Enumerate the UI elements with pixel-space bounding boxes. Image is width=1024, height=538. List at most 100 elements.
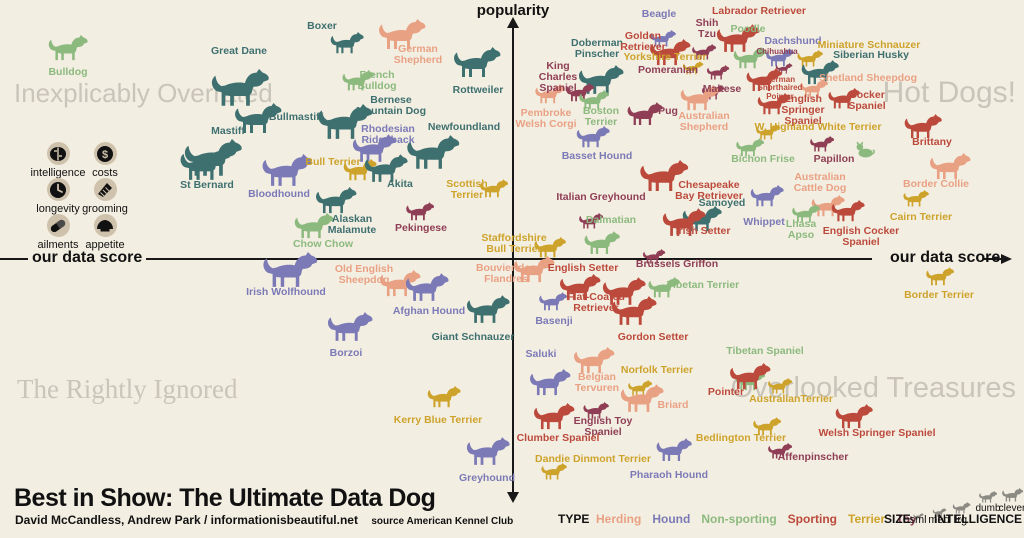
breed-label-doberman-pinscher: Doberman Pinscher bbox=[571, 37, 623, 61]
breed-label-yorkshire-terrier: Yorkshire Terrier bbox=[623, 51, 707, 63]
breed-label-lhasa-apso: Lhasa Apso bbox=[785, 218, 817, 242]
breed-label-borzoi: Borzoi bbox=[329, 347, 363, 359]
dog-silhouette-chesapeake-bay-retriever bbox=[638, 160, 690, 197]
dog-silhouette-dachshund bbox=[765, 47, 795, 72]
size-label-sml: sml bbox=[909, 514, 927, 526]
dog-silhouette-bullmastiff bbox=[233, 102, 283, 139]
dog-silhouette-scottish-terrier bbox=[479, 178, 509, 203]
breed-label-rhodesian-ridgeback: Rhodesian Ridgeback bbox=[361, 123, 415, 147]
dog-silhouette-tibetan-terrier bbox=[647, 276, 681, 303]
breed-label-tibetan-terrier: Tibetan Terrier bbox=[666, 279, 740, 291]
dog-silhouette-samoyed bbox=[681, 206, 723, 237]
breed-label-french-bulldog: French Bulldog bbox=[357, 69, 397, 93]
y-axis-label: popularity bbox=[476, 2, 550, 19]
dog-silhouette-boston-terrier bbox=[578, 90, 610, 115]
dog-silhouette-cocker-spaniel bbox=[827, 87, 861, 114]
dog-silhouette-basset-hound bbox=[575, 126, 611, 153]
dog-silhouette-bulldog bbox=[47, 35, 89, 66]
type-legend-item-hound: Hound bbox=[652, 512, 691, 526]
breed-label-boston-terrier: Boston Terrier bbox=[582, 105, 620, 129]
size-dog-icon-med bbox=[932, 504, 947, 522]
x-axis-line-right-stub bbox=[984, 258, 1002, 260]
breed-label-siberian-husky: Siberian Husky bbox=[833, 49, 909, 61]
dog-silhouette-doberman-pinscher bbox=[577, 65, 625, 100]
dog-silhouette-pekingese bbox=[405, 201, 435, 226]
breed-label-cocker-spaniel: Cocker Spaniel bbox=[848, 89, 886, 113]
breed-label-scottish-terrier: Scottish Terrier bbox=[446, 178, 488, 202]
dog-silhouette-shih-tzu bbox=[691, 44, 717, 65]
dog-silhouette-papillon bbox=[809, 136, 835, 157]
score-factor-label: longevity bbox=[36, 203, 80, 215]
size-legend-title: SIZE bbox=[884, 512, 911, 526]
breed-label-rottweiler: Rottweiler bbox=[452, 84, 504, 96]
dog-silhouette-dandie-dinmont-terrier bbox=[540, 462, 568, 485]
score-factor-label: costs bbox=[92, 167, 118, 179]
breed-label-pharaoh-hound: Pharaoh Hound bbox=[629, 469, 709, 481]
breed-label-pomeranian: Pomeranian bbox=[637, 64, 699, 76]
type-legend-title: TYPE bbox=[558, 512, 590, 526]
dog-silhouette-norfolk-terrier bbox=[627, 380, 653, 401]
breed-label-saluki: Saluki bbox=[525, 348, 557, 360]
breed-label-italian-greyhound: Italian Greyhound bbox=[556, 191, 646, 203]
breed-label-beagle: Beagle bbox=[641, 8, 677, 20]
dog-silhouette-brittany bbox=[903, 113, 943, 144]
dog-silhouette-border-collie bbox=[928, 152, 972, 185]
breed-label-australian-shepherd: Australian Shepherd bbox=[678, 110, 730, 134]
breed-label-chesapeake-bay-retriever: Chesapeake Bay Retriever bbox=[675, 179, 743, 203]
dog-silhouette-saluki bbox=[528, 368, 572, 401]
dog-silhouette-bouvier-des-flandres bbox=[512, 255, 556, 288]
brain-icon bbox=[46, 142, 70, 165]
score-factor-label: ailments bbox=[37, 239, 79, 251]
dog-silhouette-newfoundland bbox=[405, 134, 461, 175]
dog-silhouette-old-english-sheepdog bbox=[378, 269, 422, 302]
breed-label-great-dane: Great Dane bbox=[210, 45, 268, 57]
breed-label-golden-retriever: Golden Retriever bbox=[620, 30, 666, 54]
dog-silhouette-irish-wolfhound bbox=[261, 252, 319, 293]
breed-label-cairn-terrier: Cairn Terrier bbox=[889, 211, 953, 223]
breed-label-poodle: Poodle bbox=[730, 23, 766, 35]
breed-label-basenji: Basenji bbox=[535, 315, 573, 327]
svg-text:$: $ bbox=[102, 149, 108, 161]
breed-label-australianterrier: AustralianTerrier bbox=[749, 393, 833, 405]
score-factor-costs: $ costs bbox=[75, 142, 135, 179]
dog-silhouette-chow-chow bbox=[293, 213, 335, 244]
bowl-icon bbox=[93, 214, 117, 237]
dog-silhouette-whippet bbox=[749, 185, 785, 212]
breed-label-gordon-setter: Gordon Setter bbox=[617, 331, 689, 343]
breed-label-bullmastiff: Bullmastiff bbox=[268, 111, 324, 123]
breed-label-flat-coated-retriever: Flat-Coated Retriever bbox=[567, 291, 625, 315]
score-factor-grooming: grooming bbox=[75, 178, 135, 215]
breed-label-bernese-mountain-dog: Bernese Mountain Dog bbox=[356, 94, 426, 118]
breed-label-basset-hound: Basset Hound bbox=[561, 150, 633, 162]
dog-silhouette-english-springer-spaniel bbox=[756, 93, 792, 120]
dog-silhouette-afghan-hound bbox=[404, 272, 450, 307]
type-legend: Herding Hound Non-sporting Sporting Terrier T… bbox=[596, 512, 917, 526]
breed-label-chow-chow: Chow Chow bbox=[292, 238, 354, 250]
breed-label-english-setter: English Setter bbox=[547, 262, 619, 274]
dog-silhouette-flat-coated-retriever bbox=[601, 276, 647, 311]
type-legend-item-toy: Toy bbox=[896, 512, 917, 526]
breed-label-english-cocker-spaniel: English Cocker Spaniel bbox=[822, 225, 900, 249]
dog-silhouette-poodle bbox=[732, 47, 768, 74]
quadrant-label-top-right: Hot Dogs! bbox=[882, 76, 1016, 109]
credits-source: source American Kennel Club bbox=[371, 516, 514, 527]
intelligence-dog-icon-dumb bbox=[978, 490, 998, 508]
dog-silhouette-yorkshire-terrier bbox=[682, 61, 704, 80]
breed-label-papillon: Papillon bbox=[813, 153, 855, 165]
dog-silhouette-german-shorthaired-pointer bbox=[745, 68, 783, 97]
dog-silhouette-briard bbox=[619, 383, 665, 418]
breed-label-australian-cattle-dog: Australian Cattle Dog bbox=[793, 171, 847, 195]
breed-label-mastiff: Mastiff bbox=[211, 125, 245, 137]
breed-label-belgian-tervuren: Belgian Tervuren bbox=[574, 371, 620, 395]
dog-silhouette-australian-shepherd bbox=[679, 85, 721, 116]
breed-label-whippet: Whippet bbox=[743, 216, 785, 228]
breed-label-shetland-sheepdog: Shetland Sheepdog bbox=[818, 72, 918, 84]
breed-label-norfolk-terrier: Norfolk Terrier bbox=[620, 364, 694, 376]
breed-label-giant-schnauzer: Giant Schnauzer bbox=[431, 331, 515, 343]
dog-silhouette-shetland-sheepdog bbox=[799, 78, 829, 103]
breed-label-dandie-dinmont-terrier: Dandie Dinmont Terrier bbox=[535, 453, 651, 465]
score-factor-intelligence: intelligence bbox=[28, 142, 88, 179]
breed-label-irish-wolfhound: Irish Wolfhound bbox=[246, 286, 326, 298]
breed-label-welsh-springer-spaniel: Welsh Springer Spaniel bbox=[818, 427, 936, 439]
dog-silhouette-border-terrier bbox=[925, 266, 955, 291]
